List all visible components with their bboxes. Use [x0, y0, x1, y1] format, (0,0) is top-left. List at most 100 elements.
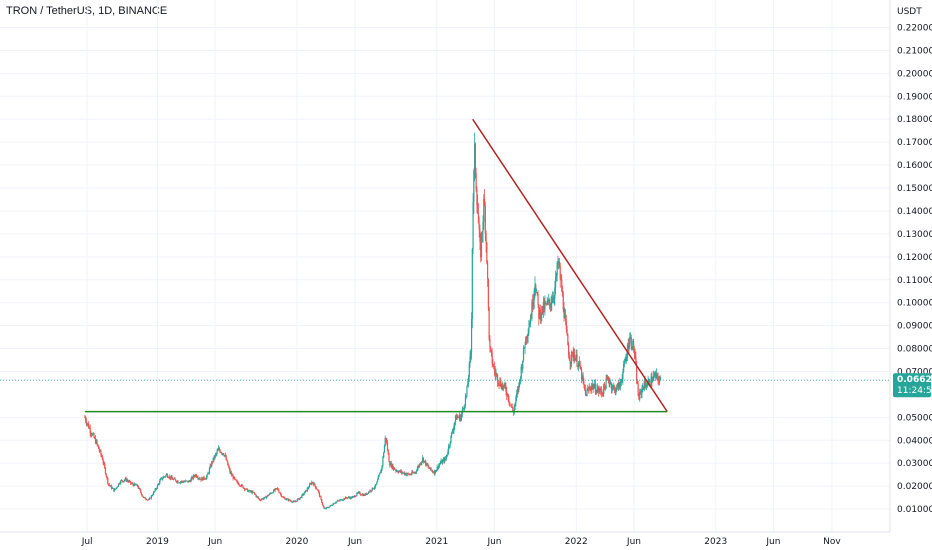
x-tick-label: Jun — [207, 537, 222, 547]
candle-body — [489, 339, 491, 348]
candle-body — [315, 485, 317, 489]
candle-body — [357, 493, 359, 494]
candle-body — [483, 198, 485, 223]
candle-body — [131, 483, 133, 485]
candle-body — [375, 484, 377, 486]
candle-body — [238, 484, 240, 486]
candle-body — [304, 491, 306, 494]
candle-body — [573, 354, 575, 358]
candle-body — [262, 498, 264, 500]
candle-body — [162, 476, 165, 479]
candle-body — [241, 484, 243, 486]
candle-body — [633, 349, 635, 354]
candle-body — [269, 493, 271, 495]
candle-body — [655, 373, 657, 378]
candle-body — [212, 457, 214, 462]
candle-body — [353, 495, 355, 497]
candle-body — [224, 455, 227, 457]
candle-body — [128, 481, 130, 482]
candle-body — [393, 467, 395, 470]
candle-body — [623, 361, 626, 364]
candle-body — [139, 488, 141, 490]
candle-body — [191, 477, 194, 479]
candle-body — [616, 383, 619, 386]
candle-body — [658, 379, 660, 383]
x-tick-label: Jun — [347, 537, 362, 547]
candle-body — [193, 475, 195, 477]
candle-body — [165, 475, 167, 477]
candle-body — [192, 475, 194, 479]
candle-body — [439, 463, 441, 465]
candle-body — [362, 494, 364, 496]
candle-body — [171, 476, 173, 479]
candle-body — [516, 389, 519, 394]
time-axis[interactable]: Jul 2019 Jun 2020 Jun 2021 Jun 2022 Jun 2023 Jun No… — [0, 531, 890, 547]
candle-body — [208, 472, 210, 474]
candle-body — [176, 480, 178, 483]
candle-body — [118, 483, 120, 485]
candle-body — [136, 484, 139, 487]
candle-body — [570, 361, 572, 365]
candle-body — [595, 392, 597, 394]
candle-body — [587, 389, 590, 390]
candle-body — [292, 501, 295, 502]
candle-body — [493, 366, 496, 372]
candle-body — [487, 278, 489, 308]
candle-body — [603, 384, 605, 394]
candle-body — [449, 442, 451, 446]
candle-body — [461, 413, 463, 418]
candle-body — [520, 366, 522, 379]
candle-body — [185, 480, 188, 482]
candle-body — [273, 489, 275, 493]
candle-body — [574, 358, 577, 361]
candle-body — [198, 478, 200, 480]
candle-body — [195, 474, 197, 477]
candle-body — [163, 476, 165, 478]
candle-body — [369, 490, 371, 492]
candle-body — [276, 488, 278, 490]
price-axis[interactable]: 0.22000 0.21000 0.20000 0.19000 0.18000 0.170… — [889, 0, 932, 532]
candle-body — [175, 479, 177, 482]
candle-body — [354, 496, 356, 498]
candle-body — [235, 479, 237, 481]
candle-body — [421, 461, 423, 463]
candle-body — [88, 427, 91, 429]
candle-body — [243, 487, 245, 489]
candle-body — [376, 481, 378, 485]
y-tick-label: 0.08000 — [897, 345, 932, 355]
candle-body — [532, 301, 534, 307]
candle-body — [84, 417, 87, 421]
candle-body — [365, 493, 367, 495]
candle-body — [610, 382, 613, 389]
candle-body — [119, 483, 121, 484]
candle-body — [377, 476, 379, 480]
candle-body — [355, 495, 357, 497]
candle-body — [325, 507, 327, 509]
candle-body — [652, 375, 655, 381]
y-tick-label: 0.16000 — [897, 161, 932, 171]
y-tick-label: 0.14000 — [897, 207, 932, 217]
candle-body — [430, 467, 432, 470]
candle-body — [425, 460, 427, 466]
candle-body — [502, 384, 504, 388]
candle-body — [618, 382, 620, 390]
candle-body — [370, 490, 373, 492]
candle-body — [101, 454, 103, 457]
candle-body — [544, 302, 546, 310]
candle-body — [132, 483, 134, 485]
candle-body — [389, 463, 392, 466]
candle-body — [396, 470, 399, 472]
candle-body — [481, 231, 483, 236]
candle-body — [441, 460, 444, 464]
candle-body — [525, 336, 527, 345]
candle-body — [214, 455, 216, 459]
candle-body — [188, 480, 190, 483]
candle-body — [135, 484, 137, 486]
candle-body — [653, 374, 655, 376]
candle-body — [535, 292, 538, 293]
candle-body — [155, 488, 157, 490]
candle-body — [151, 495, 153, 497]
candle-body — [100, 450, 102, 455]
candle-body — [268, 494, 270, 496]
